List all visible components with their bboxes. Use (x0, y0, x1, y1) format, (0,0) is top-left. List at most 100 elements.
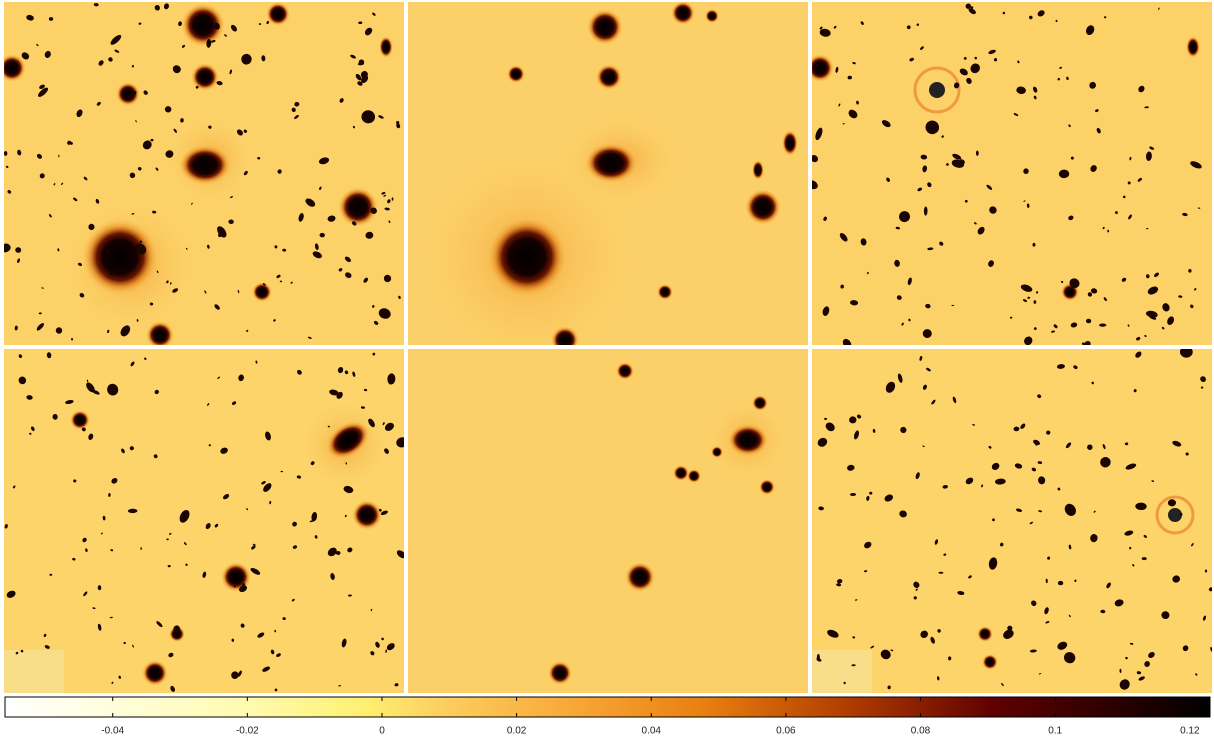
source (167, 564, 171, 568)
source (53, 183, 56, 186)
source (916, 23, 920, 26)
source (1149, 146, 1155, 150)
source (185, 247, 188, 250)
source (93, 3, 99, 7)
source (363, 277, 369, 283)
source (1033, 439, 1040, 446)
source (1068, 215, 1074, 221)
source (180, 118, 184, 123)
source (847, 75, 852, 80)
source (1081, 342, 1089, 345)
source (142, 140, 152, 150)
image-panel (4, 349, 404, 693)
source (396, 437, 404, 448)
source (1133, 389, 1137, 393)
source (72, 557, 76, 561)
source (988, 49, 996, 55)
source (383, 274, 392, 283)
source (1200, 386, 1204, 389)
source (276, 653, 281, 658)
source (1057, 641, 1068, 650)
source (361, 110, 376, 124)
source (363, 388, 368, 392)
source (82, 537, 87, 543)
source (835, 66, 839, 73)
source (83, 176, 88, 181)
source (1023, 200, 1026, 202)
source (1191, 543, 1194, 547)
source (370, 651, 375, 656)
source (20, 649, 24, 653)
source (1138, 85, 1145, 93)
source (1162, 303, 1170, 312)
source (111, 681, 114, 685)
source (856, 100, 859, 105)
source (920, 154, 928, 160)
source (925, 303, 931, 309)
source (1086, 25, 1095, 35)
source (319, 186, 322, 190)
source (365, 231, 374, 239)
source (1029, 649, 1037, 653)
source (822, 306, 830, 317)
source (1085, 318, 1092, 324)
source (138, 22, 142, 25)
source (107, 329, 110, 334)
source (952, 153, 962, 160)
source (1063, 652, 1076, 664)
source (917, 187, 923, 192)
source (143, 90, 148, 95)
source (110, 34, 122, 45)
source (79, 293, 85, 298)
source (183, 542, 187, 546)
source (1200, 376, 1206, 383)
source (1087, 292, 1093, 297)
source (246, 508, 249, 511)
source (168, 652, 174, 658)
source (14, 325, 18, 331)
source (18, 376, 27, 385)
source (1182, 212, 1188, 217)
source (43, 633, 47, 638)
source (907, 277, 912, 286)
source (1064, 503, 1076, 516)
source (329, 389, 339, 396)
source (236, 129, 243, 136)
source (1044, 607, 1049, 615)
source (824, 417, 828, 420)
source (314, 243, 319, 251)
source (276, 274, 281, 279)
source (132, 644, 134, 648)
source (1023, 168, 1029, 175)
source (812, 154, 818, 163)
source (370, 608, 373, 612)
source (915, 472, 920, 480)
source (282, 248, 287, 252)
source (52, 413, 58, 420)
source (88, 223, 95, 231)
source (948, 656, 952, 661)
source (345, 462, 348, 465)
source (230, 196, 233, 199)
source (190, 202, 193, 205)
source (974, 56, 978, 60)
source (922, 384, 927, 390)
source (327, 547, 337, 557)
source (240, 623, 245, 628)
source (71, 337, 74, 341)
source (1037, 394, 1042, 399)
source (963, 56, 967, 60)
source (92, 607, 96, 610)
source (1179, 512, 1183, 516)
source (968, 8, 976, 15)
source (396, 550, 404, 559)
source (1114, 599, 1124, 607)
source (1106, 582, 1111, 589)
source (884, 494, 893, 502)
source (1001, 683, 1004, 687)
source (280, 470, 284, 473)
source (853, 430, 860, 440)
source (1038, 672, 1042, 675)
source (1031, 600, 1037, 607)
source (381, 191, 386, 195)
